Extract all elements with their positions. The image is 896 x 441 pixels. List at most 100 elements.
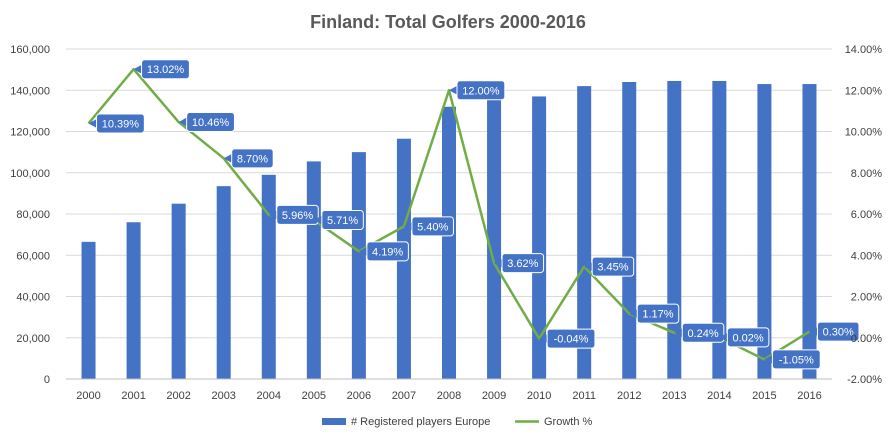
data-label-text: 5.40% <box>417 221 448 233</box>
data-label-text: 1.17% <box>642 309 673 321</box>
data-label: -1.05% <box>764 349 821 370</box>
data-label-text: 4.19% <box>372 246 403 258</box>
data-label: 0.02% <box>719 327 770 348</box>
data-label-text: 0.24% <box>687 328 718 340</box>
x-tick-label: 2000 <box>76 390 100 402</box>
data-label: 10.39% <box>88 113 145 134</box>
y-right-tick-label: 0.00% <box>851 333 882 345</box>
data-label-box <box>186 112 235 133</box>
y-left-tick-label: 40,000 <box>16 292 50 304</box>
data-label-text: 5.96% <box>282 210 313 222</box>
bar <box>757 84 772 379</box>
data-label: 4.19% <box>358 241 409 262</box>
y-left-tick-label: 0 <box>44 374 50 386</box>
y-left-tick-label: 100,000 <box>10 168 50 180</box>
x-tick-label: 2007 <box>392 390 416 402</box>
data-label-text: -1.05% <box>779 354 814 366</box>
bar <box>81 241 96 379</box>
y-left-tick-label: 140,000 <box>10 85 50 97</box>
y-right-tick-label: 8.00% <box>851 168 882 180</box>
y-left-tick-label: 80,000 <box>16 209 50 221</box>
x-tick-label: 2016 <box>797 390 821 402</box>
data-label: 1.17% <box>629 303 680 324</box>
data-label-box <box>816 321 860 342</box>
data-label-text: 0.30% <box>823 327 854 339</box>
data-label-text: -0.04% <box>554 334 589 346</box>
data-label: 3.62% <box>494 253 545 274</box>
y-right-tick-label: 6.00% <box>851 209 882 221</box>
legend: # Registered players Europe Growth % <box>322 416 593 428</box>
data-label: 0.30% <box>809 321 860 342</box>
bar <box>532 96 547 379</box>
data-label-box <box>231 148 274 169</box>
bar <box>171 203 186 379</box>
x-tick-label: 2011 <box>572 390 596 402</box>
data-label-text: 12.00% <box>462 85 500 97</box>
data-label-box <box>681 322 725 343</box>
y-right-tick-label: 12.00% <box>845 85 883 97</box>
data-label: 3.45% <box>584 256 635 277</box>
data-label: 10.46% <box>178 112 235 133</box>
data-label: 5.71% <box>313 209 364 230</box>
bar <box>261 174 276 379</box>
x-tick-label: 2010 <box>527 390 551 402</box>
data-label-box <box>456 80 506 101</box>
legend-swatch-bars <box>322 418 346 425</box>
data-label: 12.00% <box>449 80 506 101</box>
data-label-box <box>771 349 821 370</box>
data-label-text: 3.62% <box>507 258 538 270</box>
bar <box>216 186 231 379</box>
data-label-text: 5.71% <box>327 215 358 227</box>
bar-series <box>81 80 817 379</box>
x-tick-label: 2002 <box>166 390 190 402</box>
data-label-text: 10.39% <box>102 118 140 130</box>
data-label-text: 8.70% <box>237 153 268 165</box>
bar <box>306 161 321 379</box>
data-label-box <box>366 241 409 262</box>
bar <box>126 222 141 379</box>
data-label-box <box>276 204 319 225</box>
x-tick-label: 2015 <box>752 390 776 402</box>
data-label: 8.70% <box>223 148 274 169</box>
data-label: 5.40% <box>403 216 454 237</box>
bar <box>712 80 727 379</box>
data-label-text: 13.02% <box>147 64 185 76</box>
x-tick-label: 2003 <box>211 390 235 402</box>
data-label-text: 3.45% <box>597 262 628 274</box>
x-tick-label: 2014 <box>707 390 731 402</box>
data-label: 5.96% <box>268 204 319 225</box>
bar <box>802 84 817 379</box>
y-right-tick-label: 4.00% <box>851 250 882 262</box>
legend-label-bars: # Registered players Europe <box>351 416 490 428</box>
x-tick-label: 2005 <box>302 390 326 402</box>
x-tick-label: 2006 <box>347 390 371 402</box>
data-label-text: 10.46% <box>192 117 230 129</box>
data-label: 0.24% <box>674 322 725 343</box>
data-label-box <box>726 327 770 348</box>
x-tick-label: 2004 <box>257 390 281 402</box>
chart-title: Finland: Total Golfers 2000-2016 <box>310 12 586 32</box>
data-label-box <box>636 303 680 324</box>
x-tick-label: 2009 <box>482 390 506 402</box>
data-label-box <box>501 253 545 274</box>
y-left-tick-label: 160,000 <box>10 44 50 56</box>
y-left-tick-label: 120,000 <box>10 127 50 139</box>
y-right-tick-label: 10.00% <box>845 127 883 139</box>
bar <box>622 82 637 379</box>
data-label-box <box>591 256 635 277</box>
bar <box>442 106 456 379</box>
bar <box>577 86 592 379</box>
data-label: -0.04% <box>539 328 596 349</box>
data-label-box <box>546 328 596 349</box>
data-label-box <box>141 59 190 80</box>
x-tick-label: 2012 <box>617 390 641 402</box>
x-tick-label: 2008 <box>437 390 461 402</box>
x-tick-label: 2013 <box>662 390 686 402</box>
data-label: 13.02% <box>133 59 190 80</box>
bar <box>351 152 366 379</box>
data-labels: 10.39% 13.02% 10.46% 8.70% 5.96% 5.71% 4.19% 5.… <box>88 59 860 370</box>
data-label-box <box>96 113 145 134</box>
y-right-tick-label: 2.00% <box>851 292 882 304</box>
